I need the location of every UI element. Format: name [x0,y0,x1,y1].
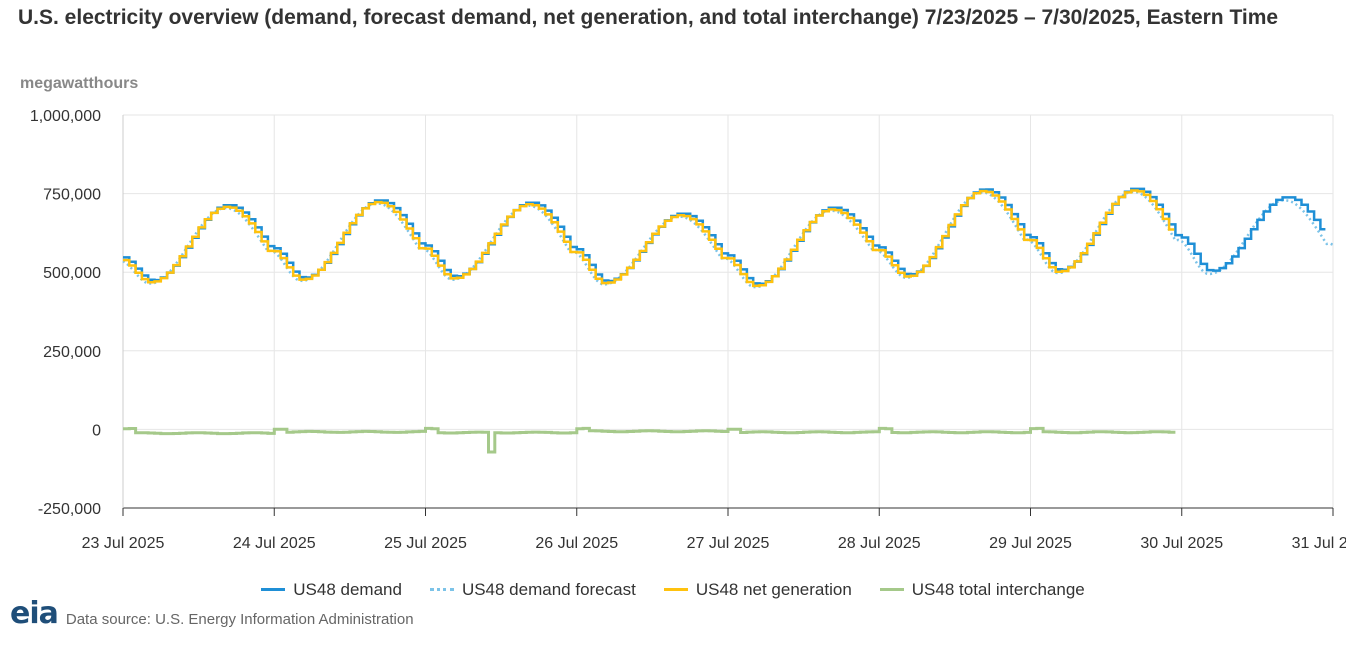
x-tick-label: 29 Jul 2025 [989,535,1072,552]
legend-swatch [261,588,286,591]
chart-title: U.S. electricity overview (demand, forec… [18,6,1279,29]
y-tick-label: 500,000 [43,265,101,282]
y-tick-label: 0 [92,422,101,439]
x-tick-label: 30 Jul 2025 [1140,535,1223,552]
series-line-total-interchange [123,426,1176,454]
legend-item[interactable]: US48 demand forecast [429,579,636,600]
x-tick-label: 31 Jul 2025 [1292,535,1346,552]
x-tick-label: 25 Jul 2025 [384,535,467,552]
series-line-net-generation [123,189,1175,288]
legend-label: US48 demand [293,579,402,599]
x-tick-label: 26 Jul 2025 [535,535,618,552]
legend-item[interactable]: US48 total interchange [879,579,1085,600]
legend-item[interactable]: US48 demand [261,580,402,600]
y-tick-label: 1,000,000 [30,108,101,125]
unit-label: megawatthours [20,75,139,92]
data-source-text: Data source: U.S. Energy Information Adm… [65,611,414,628]
legend-item[interactable]: US48 net generation [663,579,852,600]
eia-logo: eia [10,596,59,631]
legend-label: US48 demand forecast [461,579,636,599]
x-tick-label: 23 Jul 2025 [82,535,165,552]
y-tick-label: -250,000 [38,501,101,518]
legend-label: US48 total interchange [911,579,1085,599]
legend: US48 demand US48 demand forecast US48 net … [0,576,1346,600]
series-line-demand [123,187,1326,286]
footer: eia Data source: U.S. Energy Information… [10,596,414,631]
legend-swatch [429,588,454,591]
legend-swatch [663,588,688,591]
legend-label: US48 net generation [695,579,852,599]
x-tick-label: 24 Jul 2025 [233,535,316,552]
y-tick-label: 750,000 [43,187,101,204]
x-tick-label: 28 Jul 2025 [838,535,921,552]
x-tick-label: 27 Jul 2025 [687,535,770,552]
legend-swatch [879,588,904,591]
y-tick-label: 250,000 [43,344,101,361]
